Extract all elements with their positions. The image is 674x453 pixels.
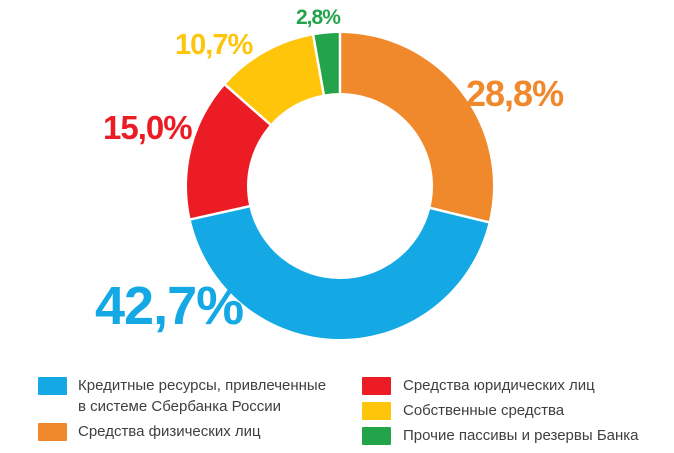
donut-segment-3 [225,35,324,125]
value-label-red-segment: 15,0% [103,109,193,146]
segment-gap-line [428,206,491,224]
legend-swatch-green-icon [362,427,391,445]
donut-segment-1 [190,206,489,340]
segment-gap-line [188,204,252,222]
legend-swatch-red-icon [362,377,391,395]
donut-segment-0 [340,33,493,223]
legend-label: Средства юридических лиц [403,377,595,394]
value-label-blue-segment: 42,7% [95,276,244,336]
legend-swatch-orange-icon [38,423,67,441]
legend-label: Средства физических лиц [78,423,261,440]
value-label-yellow-segment: 10,7% [175,29,253,61]
legend-column-right: Средства юридических лиц Собственные сре… [362,375,639,450]
value-label-green-segment: 2,8% [296,6,341,29]
legend-column-left: Кредитные ресурсы, привлеченные в систем… [38,375,326,446]
legend-item-own-funds: Собственные средства [362,400,639,421]
segment-gap-line [311,33,326,97]
legend-swatch-blue-icon [38,377,67,395]
donut-segment-4 [313,33,340,95]
legend-item-individuals-funds: Средства физических лиц [38,421,326,442]
donut-segment-2 [186,84,271,220]
legend-label: Прочие пассивы и резервы Банка [403,427,639,444]
segment-gap-line [222,82,273,127]
legend-item-other-liabilities: Прочие пассивы и резервы Банка [362,425,639,446]
legend-label: Собственные средства [403,402,565,419]
legend-label: Кредитные ресурсы, привлеченные в систем… [78,377,327,415]
value-label-orange-segment: 28,8% [466,73,564,114]
legend-item-legal-entities-funds: Средства юридических лиц [362,375,639,396]
legend-swatch-yellow-icon [362,402,391,420]
legend-item-credit-resources: Кредитные ресурсы, привлеченные в систем… [38,375,326,417]
